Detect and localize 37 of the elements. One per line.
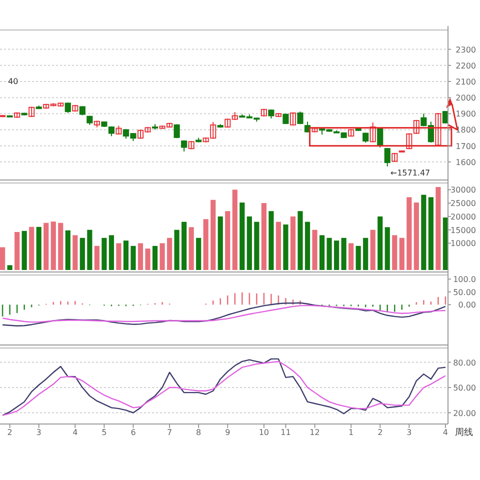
x-tick-label: 9 bbox=[225, 428, 230, 437]
y-tick-label: 20000 bbox=[450, 212, 476, 222]
x-tick-label: 2 bbox=[378, 428, 383, 437]
y-tick-label: 0.00 bbox=[458, 300, 476, 310]
x-tick-label: 4 bbox=[442, 428, 448, 437]
x-tick-label: 3 bbox=[36, 428, 42, 437]
x-tick-label: 5 bbox=[102, 428, 107, 437]
y-tick-label: 1900 bbox=[456, 110, 476, 119]
x-tick-label: 11 bbox=[280, 428, 291, 437]
y-tick-label: 100.0 bbox=[453, 275, 476, 284]
text: 周线 bbox=[455, 427, 473, 438]
y-tick-label: 1700 bbox=[456, 142, 476, 151]
x-tick-label: 3 bbox=[406, 428, 412, 437]
y-tick-label: 2000 bbox=[456, 94, 476, 103]
x-tick-label: 10 bbox=[258, 428, 270, 437]
y-tick-label: 30000 bbox=[450, 186, 476, 195]
y-tick-label: 25000 bbox=[450, 199, 476, 208]
y-tick-label: 2300 bbox=[456, 45, 476, 54]
y-tick-label: 1600 bbox=[456, 158, 476, 167]
y-tick-label: 10000 bbox=[450, 239, 476, 248]
y-tick-label: 15000 bbox=[450, 226, 476, 235]
y-tick-label: 50.00 bbox=[453, 384, 476, 393]
y-tick-label: 50.00 bbox=[453, 288, 476, 297]
x-tick-label: 8 bbox=[196, 428, 202, 437]
y-tick-label: 2200 bbox=[456, 61, 476, 70]
y-tick-label: 2100 bbox=[456, 77, 476, 86]
x-tick-label: 6 bbox=[130, 428, 136, 437]
x-tick-label: 1 bbox=[348, 428, 354, 437]
annotation: 40 bbox=[8, 77, 18, 86]
y-tick-label: 20.00 bbox=[453, 408, 476, 418]
x-tick-label: 4 bbox=[72, 428, 78, 437]
y-tick-label: 1800 bbox=[456, 126, 476, 135]
x-tick-label: 12 bbox=[310, 428, 320, 437]
x-tick-label: 2 bbox=[7, 428, 12, 437]
y-tick-label: 80.00 bbox=[453, 358, 476, 368]
annotation: ←1571.47 bbox=[390, 168, 430, 178]
x-tick-label: 7 bbox=[166, 428, 172, 437]
